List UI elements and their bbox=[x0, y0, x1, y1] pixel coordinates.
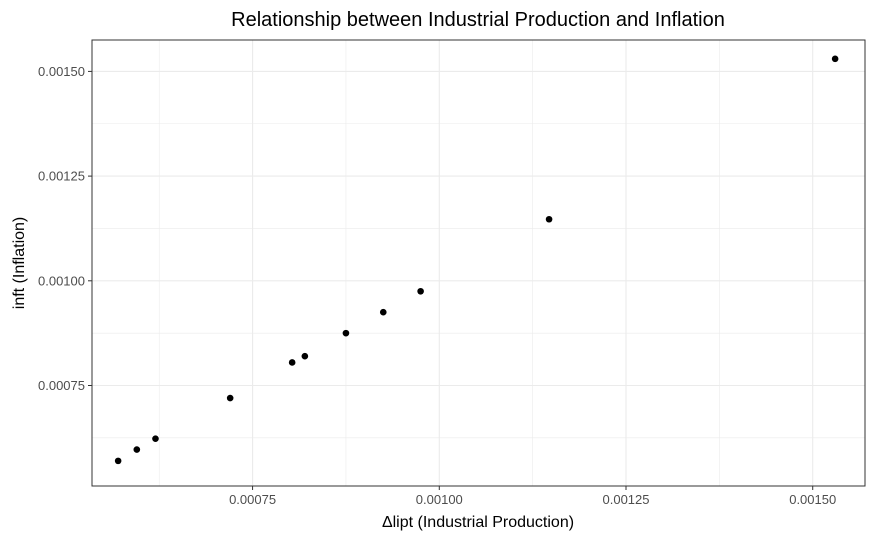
x-tick-label: 0.00075 bbox=[229, 492, 276, 507]
data-point bbox=[417, 287, 424, 295]
x-tick-label: 0.00125 bbox=[603, 492, 650, 507]
data-point bbox=[133, 446, 141, 453]
data-point bbox=[379, 308, 387, 316]
chart-title: Relationship between Industrial Producti… bbox=[231, 9, 725, 31]
data-point bbox=[226, 394, 234, 402]
y-tick-label: 0.00075 bbox=[38, 378, 85, 393]
x-axis-title: Δlipt (Industrial Production) bbox=[382, 514, 574, 531]
data-point bbox=[545, 215, 553, 223]
grid-layer bbox=[92, 40, 865, 486]
data-point bbox=[301, 352, 309, 360]
x-tick-label: 0.00150 bbox=[789, 492, 836, 507]
data-point bbox=[831, 55, 839, 63]
y-tick-label: 0.00150 bbox=[38, 64, 85, 79]
data-point bbox=[288, 359, 296, 366]
data-point bbox=[342, 329, 350, 337]
y-axis: 0.00075 0.00100 0.00125 0.00150 bbox=[38, 64, 92, 393]
plot-panel bbox=[92, 40, 865, 486]
data-point bbox=[114, 457, 122, 465]
x-tick-label: 0.00100 bbox=[416, 492, 463, 507]
panel-border bbox=[91, 39, 866, 487]
y-axis-title: inft (Inflation) bbox=[11, 217, 28, 309]
points-layer bbox=[114, 55, 839, 465]
x-axis: 0.00075 0.00100 0.00125 0.00150 bbox=[229, 486, 836, 507]
y-tick-label: 0.00100 bbox=[38, 273, 85, 288]
data-point bbox=[152, 435, 159, 442]
y-tick-label: 0.00125 bbox=[38, 169, 85, 184]
